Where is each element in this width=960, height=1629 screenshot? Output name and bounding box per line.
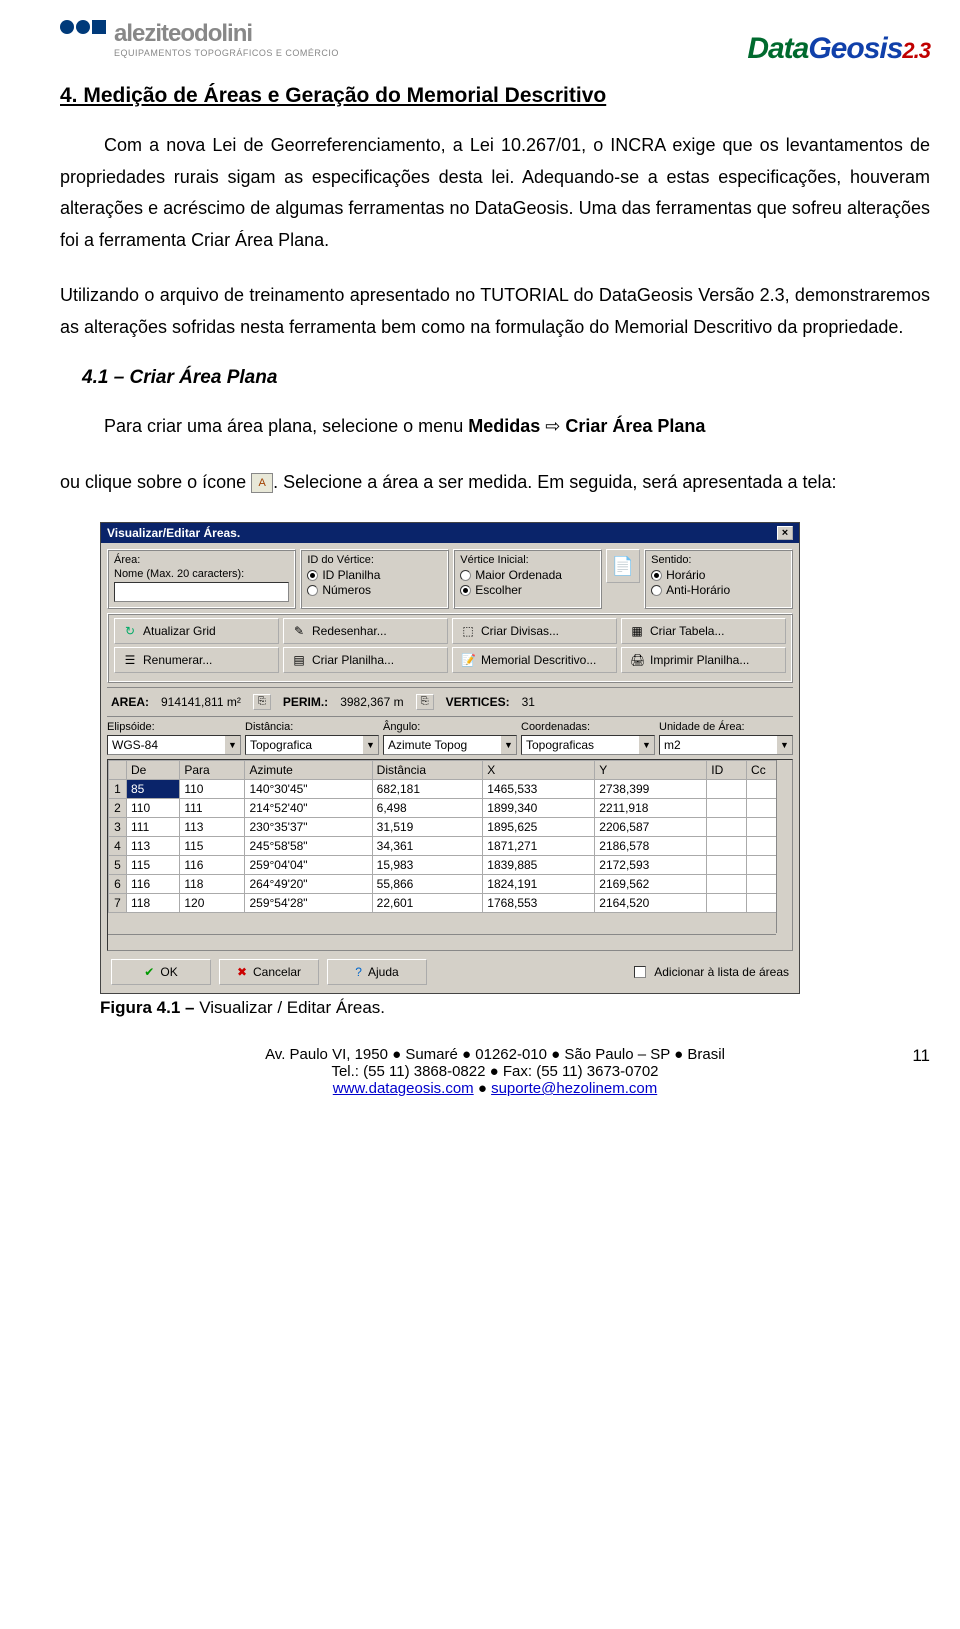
close-icon[interactable]: × — [777, 526, 793, 540]
chevron-down-icon: ▼ — [776, 736, 792, 754]
data-table-wrap: DeParaAzimuteDistânciaXYIDCc 185110140°3… — [107, 759, 793, 951]
radio-horario[interactable]: Horário — [651, 568, 786, 582]
dialog-titlebar: Visualizar/Editar Áreas. × — [101, 523, 799, 543]
coordenadas-select[interactable]: Topograficas▼ — [521, 735, 655, 755]
table-header[interactable]: Para — [180, 761, 245, 780]
chevron-down-icon: ▼ — [500, 736, 516, 754]
dialog-visualizar-editar-areas: Visualizar/Editar Áreas. × Área: Nome (M… — [100, 522, 800, 994]
redesenhar-button[interactable]: ✎Redesenhar... — [283, 618, 448, 644]
angulo-select[interactable]: Azimute Topog▼ — [383, 735, 517, 755]
unidade-area-select[interactable]: m2▼ — [659, 735, 793, 755]
table-header[interactable]: ID — [707, 761, 747, 780]
table-row[interactable]: 3111113230°35'37"31,5191895,6252206,587 — [109, 818, 792, 837]
table-header[interactable]: Y — [595, 761, 707, 780]
radio-escolher[interactable]: Escolher — [460, 583, 595, 597]
cancelar-button[interactable]: ✖Cancelar — [219, 959, 319, 985]
paragraph-1: Com a nova Lei de Georreferenciamento, a… — [60, 130, 930, 256]
group-sentido: Sentido: Horário Anti-Horário — [644, 549, 793, 609]
table-row[interactable]: 185110140°30'45"682,1811465,5332738,399 — [109, 780, 792, 799]
copy-perim-icon[interactable]: ⎘ — [416, 694, 434, 710]
page-number: 11 — [912, 1046, 930, 1066]
figure-caption: Figura 4.1 – Visualizar / Editar Áreas. — [100, 998, 930, 1018]
chevron-down-icon: ▼ — [362, 736, 378, 754]
distancia-select[interactable]: Topografica▼ — [245, 735, 379, 755]
radio-anti-horario[interactable]: Anti-Horário — [651, 583, 786, 597]
group-area: Área: Nome (Max. 20 caracters): — [107, 549, 296, 609]
criar-tabela-button[interactable]: ▦Criar Tabela... — [621, 618, 786, 644]
elipsoide-select[interactable]: WGS-84▼ — [107, 735, 241, 755]
table-header[interactable]: De — [127, 761, 180, 780]
page-footer: Av. Paulo VI, 1950 ● Sumaré ● 01262-010 … — [60, 1046, 930, 1097]
paragraph-4: ou clique sobre o ícone A. Selecione a á… — [60, 467, 930, 499]
radio-maior-ordenada[interactable]: Maior Ordenada — [460, 568, 595, 582]
group-vertice-inicial: Vértice Inicial: Maior Ordenada Escolher — [453, 549, 602, 609]
group-id-vertice: ID do Vértice: ID Planilha Números — [300, 549, 449, 609]
imprimir-planilha-button[interactable]: 🖨Imprimir Planilha... — [621, 647, 786, 673]
dialog-title-text: Visualizar/Editar Áreas. — [107, 526, 240, 540]
section-title: 4. Medição de Áreas e Geração do Memoria… — [60, 84, 930, 108]
table-row[interactable]: 5115116259°04'04"15,9831839,8852172,593 — [109, 856, 792, 875]
brand-left-icon — [60, 20, 106, 34]
brand-right-name: DataGeosis2.3 — [747, 32, 930, 66]
paragraph-2: Utilizando o arquivo de treinamento apre… — [60, 280, 930, 343]
memorial-descritivo-button[interactable]: 📝Memorial Descritivo... — [452, 647, 617, 673]
scrollbar-vertical[interactable] — [776, 760, 792, 933]
pick-vertex-icon[interactable]: 📄 — [606, 549, 640, 583]
table-header[interactable]: Distância — [372, 761, 483, 780]
paragraph-3: Para criar uma área plana, selecione o m… — [60, 411, 930, 443]
table-header[interactable] — [109, 761, 127, 780]
brand-left: aleziteodolini EQUIPAMENTOS TOPOGRÁFICOS… — [60, 20, 339, 58]
renumerar-button[interactable]: ☰Renumerar... — [114, 647, 279, 673]
footer-link-email[interactable]: suporte@hezolinem.com — [491, 1080, 657, 1097]
table-row[interactable]: 4113115245°58'58"34,3611871,2712186,578 — [109, 837, 792, 856]
copy-area-icon[interactable]: ⎘ — [253, 694, 271, 710]
footer-link-site[interactable]: www.datageosis.com — [333, 1080, 474, 1097]
page-header: aleziteodolini EQUIPAMENTOS TOPOGRÁFICOS… — [60, 20, 930, 66]
area-name-input[interactable] — [114, 582, 289, 602]
stats-row: AREA: 914141,811 m² ⎘ PERIM.: 3982,367 m… — [107, 687, 793, 717]
scrollbar-horizontal[interactable] — [108, 934, 776, 950]
chevron-down-icon: ▼ — [638, 736, 654, 754]
atualizar-grid-button[interactable]: ↻Atualizar Grid — [114, 618, 279, 644]
area-icon: A — [251, 473, 273, 493]
brand-right: Versão DataGeosis2.3 — [747, 20, 930, 66]
table-header[interactable]: X — [483, 761, 595, 780]
criar-planilha-button[interactable]: ▤Criar Planilha... — [283, 647, 448, 673]
table-header[interactable]: Azimute — [245, 761, 372, 780]
table-row[interactable]: 7118120259°54'28"22,6011768,5532164,520 — [109, 894, 792, 913]
radio-id-planilha[interactable]: ID Planilha — [307, 568, 442, 582]
table-row[interactable]: 2110111214°52'40"6,4981899,3402211,918 — [109, 799, 792, 818]
criar-divisas-button[interactable]: ⬚Criar Divisas... — [452, 618, 617, 644]
table-row[interactable]: 6116118264°49'20"55,8661824,1912169,562 — [109, 875, 792, 894]
radio-numeros[interactable]: Números — [307, 583, 442, 597]
adicionar-lista-checkbox[interactable] — [634, 966, 646, 978]
ajuda-button[interactable]: ?Ajuda — [327, 959, 427, 985]
data-table[interactable]: DeParaAzimuteDistânciaXYIDCc 185110140°3… — [108, 760, 792, 913]
subsection-title: 4.1 – Criar Área Plana — [82, 367, 930, 389]
adicionar-lista-label: Adicionar à lista de áreas — [654, 965, 789, 979]
brand-left-sub: EQUIPAMENTOS TOPOGRÁFICOS E COMÉRCIO — [114, 48, 339, 58]
chevron-down-icon: ▼ — [224, 736, 240, 754]
brand-left-name: aleziteodolini — [114, 20, 339, 48]
ok-button[interactable]: ✔OK — [111, 959, 211, 985]
